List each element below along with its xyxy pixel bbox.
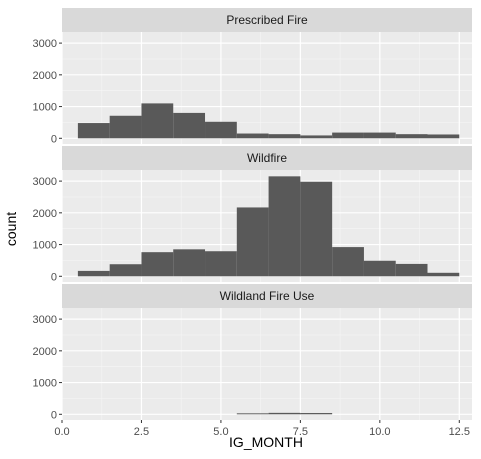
y-tick-label: 0 (51, 271, 57, 283)
histogram-bar (205, 251, 237, 277)
x-tick-label: 0.0 (54, 426, 69, 438)
y-axis-title: count (3, 212, 19, 246)
y-tick-label: 3000 (33, 176, 57, 188)
histogram-bar (300, 413, 333, 415)
x-tick-label: 12.5 (449, 426, 470, 438)
histogram-bar (77, 270, 110, 277)
histogram-bar (268, 134, 301, 139)
facet-strip-label: Wildland Fire Use (220, 289, 315, 303)
histogram-bar (395, 263, 428, 277)
y-tick-label: 1000 (33, 102, 57, 114)
facet-strip (62, 146, 472, 170)
histogram-bar (236, 207, 269, 277)
histogram-bar (109, 115, 142, 139)
histogram-bar (427, 134, 460, 139)
y-tick-label: 1000 (33, 240, 57, 252)
y-tick-label: 2000 (33, 70, 57, 82)
y-tick-label: 2000 (33, 208, 57, 220)
facet-strip-label: Wildfire (247, 151, 287, 165)
histogram-bar (427, 272, 460, 277)
histogram-bar (395, 134, 428, 139)
histogram-bar (77, 123, 110, 139)
y-tick-label: 1000 (33, 378, 57, 390)
histogram-bar (173, 112, 206, 139)
panel-background (62, 308, 472, 420)
y-tick-label: 2000 (33, 346, 57, 358)
histogram-bar (268, 176, 301, 277)
x-tick-label: 7.5 (293, 426, 308, 438)
x-axis-title: IG_MONTH (229, 434, 303, 450)
y-tick-label: 3000 (33, 314, 57, 326)
x-tick-label: 5.0 (213, 426, 228, 438)
histogram-bar (236, 413, 269, 415)
y-tick-label: 0 (51, 133, 57, 145)
histogram-bar (300, 181, 333, 277)
x-tick-label: 2.5 (134, 426, 149, 438)
histogram-bar (173, 249, 206, 277)
facet-strip (62, 8, 472, 32)
histogram-bar (236, 133, 269, 139)
facet-panel: Wildland Fire Use 0 1000 2000 3000 0.0 2.5 5.0 7… (33, 284, 472, 438)
x-tick-label: 10.0 (369, 426, 390, 438)
histogram-bar (109, 264, 142, 277)
y-tick-label: 3000 (33, 38, 57, 50)
histogram-bar (332, 132, 364, 139)
histogram-bar (268, 412, 301, 415)
histogram-bar (332, 247, 364, 277)
histogram-bar (205, 121, 237, 139)
histogram-bar (363, 132, 396, 139)
facet-strip (62, 284, 472, 308)
histogram-bar (363, 260, 396, 277)
facet-panel: Prescribed Fire 0 1000 2000 3000 (33, 8, 472, 145)
facet-strip-label: Prescribed Fire (226, 13, 308, 27)
histogram-bar (141, 103, 174, 139)
facet-panel: Wildfire 0 1000 2000 3000 (33, 146, 472, 283)
histogram-bar (141, 252, 174, 277)
y-tick-label: 0 (51, 409, 57, 421)
histogram-bar (300, 135, 333, 139)
